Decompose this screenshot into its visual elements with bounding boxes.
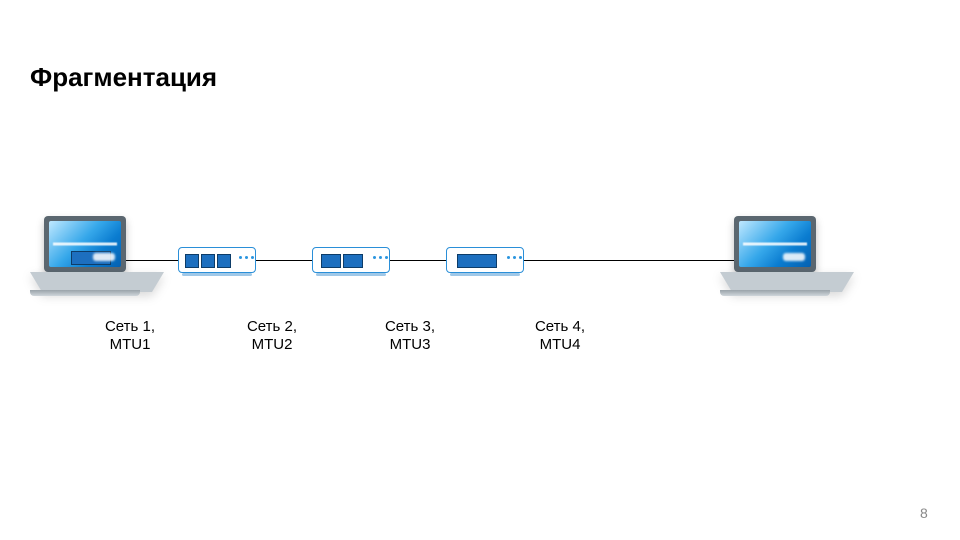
original-packet bbox=[71, 251, 111, 265]
slide-title: Фрагментация bbox=[30, 62, 217, 93]
laptop-left bbox=[30, 216, 140, 306]
router-1-led-2 bbox=[251, 256, 254, 259]
laptop-left-base-front bbox=[30, 290, 140, 296]
router-1-fragment-1 bbox=[201, 254, 215, 268]
laptop-left-screen bbox=[49, 221, 121, 267]
router-2-fragment-0 bbox=[321, 254, 341, 268]
laptop-left-base bbox=[30, 272, 164, 292]
router-3-fragment-0 bbox=[457, 254, 497, 268]
router-1-led-1 bbox=[245, 256, 248, 259]
laptop-right bbox=[720, 216, 830, 306]
label-seg2-line2: MTU2 bbox=[222, 336, 322, 354]
router-2-led-0 bbox=[373, 256, 376, 259]
router-1-fragment-2 bbox=[217, 254, 231, 268]
laptop-right-base-front bbox=[720, 290, 830, 296]
laptop-left-screen-bezel bbox=[44, 216, 126, 272]
label-seg4-line2: MTU4 bbox=[510, 336, 610, 354]
router-1 bbox=[178, 247, 256, 273]
label-seg2-line1: Сеть 2, bbox=[222, 318, 322, 336]
router-2-led-2 bbox=[385, 256, 388, 259]
label-seg4: Сеть 4,MTU4 bbox=[510, 318, 610, 354]
router-2-led-1 bbox=[379, 256, 382, 259]
label-seg1-line1: Сеть 1, bbox=[80, 318, 180, 336]
laptop-right-base bbox=[720, 272, 854, 292]
label-seg3-line2: MTU3 bbox=[360, 336, 460, 354]
router-2-fragment-1 bbox=[343, 254, 363, 268]
label-seg2: Сеть 2,MTU2 bbox=[222, 318, 322, 354]
router-3-led-1 bbox=[513, 256, 516, 259]
label-seg1: Сеть 1,MTU1 bbox=[80, 318, 180, 354]
label-seg1-line2: MTU1 bbox=[80, 336, 180, 354]
router-3-led-2 bbox=[519, 256, 522, 259]
router-1-fragment-0 bbox=[185, 254, 199, 268]
router-2 bbox=[312, 247, 390, 273]
laptop-right-screen bbox=[739, 221, 811, 267]
laptop-right-screen-bezel bbox=[734, 216, 816, 272]
router-3-led-0 bbox=[507, 256, 510, 259]
label-seg3-line1: Сеть 3, bbox=[360, 318, 460, 336]
label-seg3: Сеть 3,MTU3 bbox=[360, 318, 460, 354]
page-number: 8 bbox=[920, 505, 928, 521]
router-1-led-0 bbox=[239, 256, 242, 259]
router-3 bbox=[446, 247, 524, 273]
label-seg4-line1: Сеть 4, bbox=[510, 318, 610, 336]
